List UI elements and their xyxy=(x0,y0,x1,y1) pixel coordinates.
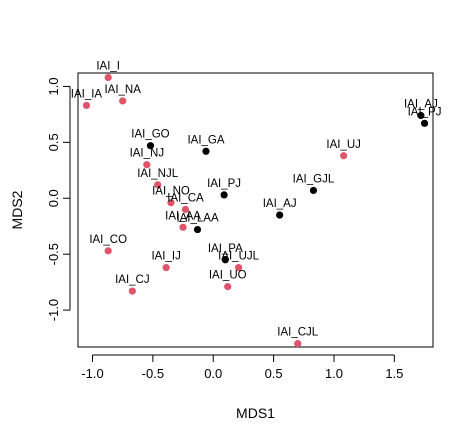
point-label: IAI_NJL xyxy=(137,168,179,180)
point-label: IAI_CJL xyxy=(277,327,319,339)
point-label: IAI_AJ xyxy=(404,98,438,110)
point-label: IAI_PA xyxy=(208,243,243,255)
y-tick-label: 0.5 xyxy=(46,133,61,151)
point-label: IAI_PJ xyxy=(207,178,241,190)
point-label: IAI_LAA xyxy=(176,213,219,225)
point-label: IAI_NA xyxy=(104,84,141,96)
x-tick-label: -0.5 xyxy=(142,366,164,381)
data-point xyxy=(104,73,112,82)
data-point xyxy=(167,199,175,207)
data-point xyxy=(224,283,232,291)
data-point xyxy=(179,223,187,231)
point-label: IAI_GO xyxy=(131,129,169,141)
data-point xyxy=(104,247,112,255)
y-tick-label: 1.0 xyxy=(46,77,61,95)
point-label: IAI_GA xyxy=(187,134,224,146)
data-point xyxy=(420,119,429,127)
data-point xyxy=(181,205,190,214)
plot-frame xyxy=(77,72,434,348)
data-point xyxy=(276,211,284,219)
x-tick-label: 1.5 xyxy=(385,366,403,381)
x-axis-title: MDS1 xyxy=(236,405,275,421)
data-point xyxy=(119,97,127,105)
point-label: IAI_PJ xyxy=(408,106,442,118)
data-point xyxy=(294,340,302,348)
point-label: IAI_NJ xyxy=(130,148,165,160)
data-point xyxy=(146,142,155,150)
data-point xyxy=(221,256,229,264)
point-label: IAI_CO xyxy=(89,234,127,246)
data-point xyxy=(340,152,348,160)
data-point xyxy=(309,186,318,195)
point-label: IAI_UJL xyxy=(218,251,260,263)
data-point xyxy=(193,225,202,234)
point-label: IAI_CJ xyxy=(115,274,150,286)
y-tick-label: 0.0 xyxy=(46,189,61,207)
point-label: IAI_NO xyxy=(152,186,190,198)
point-label: IAI_IJ xyxy=(151,251,180,263)
data-point xyxy=(162,263,170,272)
point-label: IAI_IA xyxy=(71,88,103,100)
data-point xyxy=(417,111,425,120)
y-axis-title: MDS2 xyxy=(9,190,25,229)
x-tick-label: -1.0 xyxy=(81,366,103,381)
point-label: IAI_CA xyxy=(167,192,204,204)
data-point xyxy=(202,147,210,155)
data-point xyxy=(128,287,136,295)
data-point xyxy=(234,263,243,272)
y-tick-label: -1.0 xyxy=(46,299,61,321)
x-tick-label: 0.5 xyxy=(265,366,283,381)
point-label: IAI_I xyxy=(96,60,120,72)
point-label: IAI_UO xyxy=(209,270,247,282)
data-points xyxy=(82,73,429,348)
point-label: IAI_AJ xyxy=(263,198,297,210)
data-point xyxy=(154,181,162,189)
x-axis: -1.0 -0.5 0.0 0.5 1.0 1.5 xyxy=(81,354,403,381)
x-tick-label: 1.0 xyxy=(325,366,343,381)
point-labels: IAI_IA IAI_I IAI_NA IAI_GO IAI_NJ IAI_NJL IAI_… xyxy=(71,60,442,338)
data-point xyxy=(220,191,228,199)
point-label: IAI_UJ xyxy=(326,139,361,151)
data-point xyxy=(82,101,91,110)
y-tick-label: -0.5 xyxy=(46,243,61,265)
x-tick-label: 0.0 xyxy=(204,366,222,381)
point-label: IAI_GJL xyxy=(293,173,335,185)
y-axis: -1.0 -0.5 0.0 0.5 1.0 xyxy=(46,77,71,321)
data-point xyxy=(143,161,151,169)
point-label: IAI_AA xyxy=(165,210,201,222)
